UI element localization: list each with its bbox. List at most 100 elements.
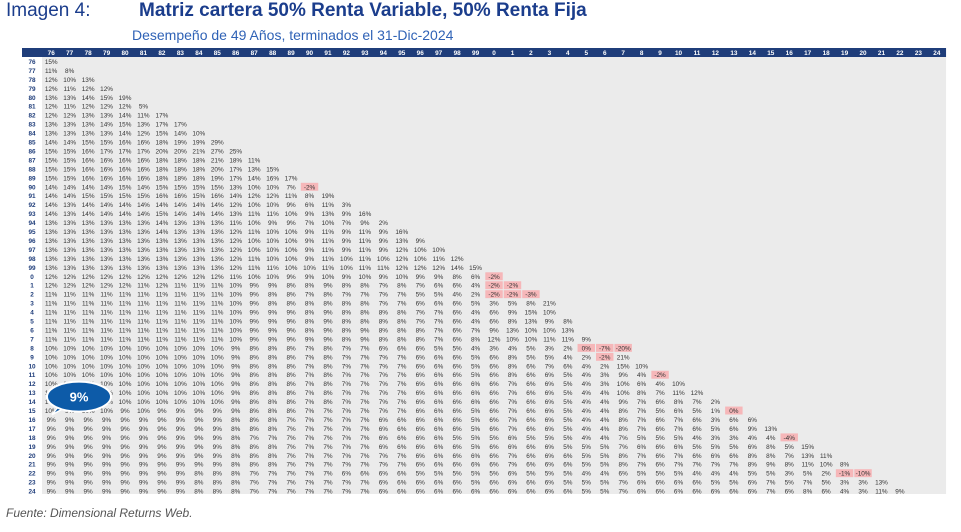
cell-value: 2% — [471, 292, 481, 299]
cell-value: 5% — [545, 354, 555, 361]
cell-value: 8% — [323, 390, 333, 397]
cell-value: 8% — [268, 354, 278, 361]
cell-value: 7% — [286, 471, 296, 478]
cell-value: 7% — [323, 471, 333, 478]
cell-value: 9% — [157, 471, 167, 478]
cell-value: 9% — [102, 417, 112, 424]
column-label: 84 — [195, 50, 203, 57]
cell-value: 10% — [119, 372, 132, 379]
cell-value: 6% — [545, 480, 555, 487]
cell-value: 25% — [229, 148, 242, 155]
column-label: 86 — [232, 50, 240, 57]
cell-value: 16% — [119, 166, 132, 173]
cell-value: 9% — [323, 283, 333, 290]
cell-value: 6% — [692, 417, 702, 424]
cell-value: 10% — [192, 381, 205, 388]
cell-value: 10% — [137, 372, 150, 379]
cell-value: 11% — [322, 256, 335, 263]
cell-value: 8% — [286, 390, 296, 397]
cell-value: 6% — [434, 435, 444, 442]
cell-value: 7% — [379, 408, 389, 415]
cell-value: 15% — [119, 122, 132, 129]
cell-value: 5% — [600, 462, 610, 469]
cell-value: 9% — [250, 310, 260, 317]
cell-value: 11% — [174, 292, 187, 299]
cell-value: 11% — [248, 211, 261, 218]
cell-value: 5% — [453, 435, 463, 442]
cell-value: 5% — [416, 292, 426, 299]
chart-title: Matriz cartera 50% Renta Variable, 50% R… — [139, 0, 587, 21]
cell-value: 7% — [508, 426, 518, 433]
cell-value: 17% — [156, 113, 169, 120]
cell-value: 8% — [360, 283, 370, 290]
cell-value: 8% — [286, 372, 296, 379]
cell-value: 10% — [82, 354, 95, 361]
cell-value: -2% — [488, 292, 500, 299]
cell-value: 8% — [785, 462, 795, 469]
cell-value: 8% — [416, 336, 426, 343]
cell-value: 21% — [211, 157, 224, 164]
cell-value: 6% — [785, 489, 795, 494]
cell-value: 13% — [82, 220, 95, 227]
cell-value: 7% — [342, 480, 352, 487]
cell-value: 6% — [434, 354, 444, 361]
cell-value: 5% — [471, 363, 481, 370]
cell-value: 7% — [785, 453, 795, 460]
cell-value: 10% — [137, 363, 150, 370]
cell-value: 8% — [194, 480, 204, 487]
column-label: 0 — [492, 50, 496, 57]
cell-value: 14% — [192, 202, 205, 209]
cell-value: 14% — [119, 131, 132, 138]
cell-value: 15% — [119, 193, 132, 200]
cell-value: 13% — [63, 238, 76, 245]
row-label: 8 — [30, 345, 34, 352]
cell-value: 11% — [45, 327, 58, 334]
cell-value: 8% — [194, 489, 204, 494]
cell-value: 16% — [174, 193, 187, 200]
column-label: 83 — [177, 50, 185, 57]
cell-value: 7% — [286, 480, 296, 487]
cell-value: 6% — [453, 319, 463, 326]
cell-value: 6% — [453, 489, 463, 494]
cell-value: 5% — [600, 444, 610, 451]
cell-value: 10% — [119, 345, 132, 352]
cell-value: 7% — [286, 489, 296, 494]
negative-cell — [854, 469, 872, 478]
cell-value: 10% — [137, 399, 150, 406]
cell-value: 9% — [619, 372, 629, 379]
cell-value: 15% — [63, 166, 76, 173]
cell-value: 11% — [137, 292, 150, 299]
column-label: 92 — [343, 50, 351, 57]
cell-value: 11% — [45, 310, 58, 317]
cell-value: 7% — [286, 435, 296, 442]
cell-value: 13% — [192, 265, 205, 272]
cell-value: 9% — [65, 417, 75, 424]
cell-value: 3% — [729, 435, 739, 442]
cell-value: 6% — [397, 426, 407, 433]
cell-value: 9% — [360, 336, 370, 343]
cell-value: 20% — [174, 148, 187, 155]
cell-value: 13% — [100, 220, 113, 227]
cell-value: 7% — [397, 372, 407, 379]
cell-value: 8% — [397, 319, 407, 326]
cell-value: 10% — [100, 408, 113, 415]
cell-value: -2% — [304, 184, 316, 191]
cell-value: 9% — [157, 426, 167, 433]
cell-value: 11% — [211, 310, 224, 317]
cell-value: 4% — [748, 435, 758, 442]
row-label: 11 — [29, 372, 36, 379]
cell-value: 3% — [858, 489, 868, 494]
cell-value: 13% — [192, 238, 205, 245]
cell-value: 11% — [82, 319, 95, 326]
cell-value: 6% — [379, 489, 389, 494]
cell-value: 14% — [45, 140, 58, 147]
cell-value: 11% — [802, 462, 815, 469]
cell-value: 11% — [211, 301, 224, 308]
row-label: 16 — [28, 417, 36, 424]
cell-value: 8% — [268, 444, 278, 451]
row-label: 78 — [28, 77, 36, 84]
cell-value: 4% — [600, 417, 610, 424]
cell-value: 12% — [100, 104, 113, 111]
cell-value: 7% — [379, 381, 389, 388]
cell-value: 7% — [655, 390, 665, 397]
